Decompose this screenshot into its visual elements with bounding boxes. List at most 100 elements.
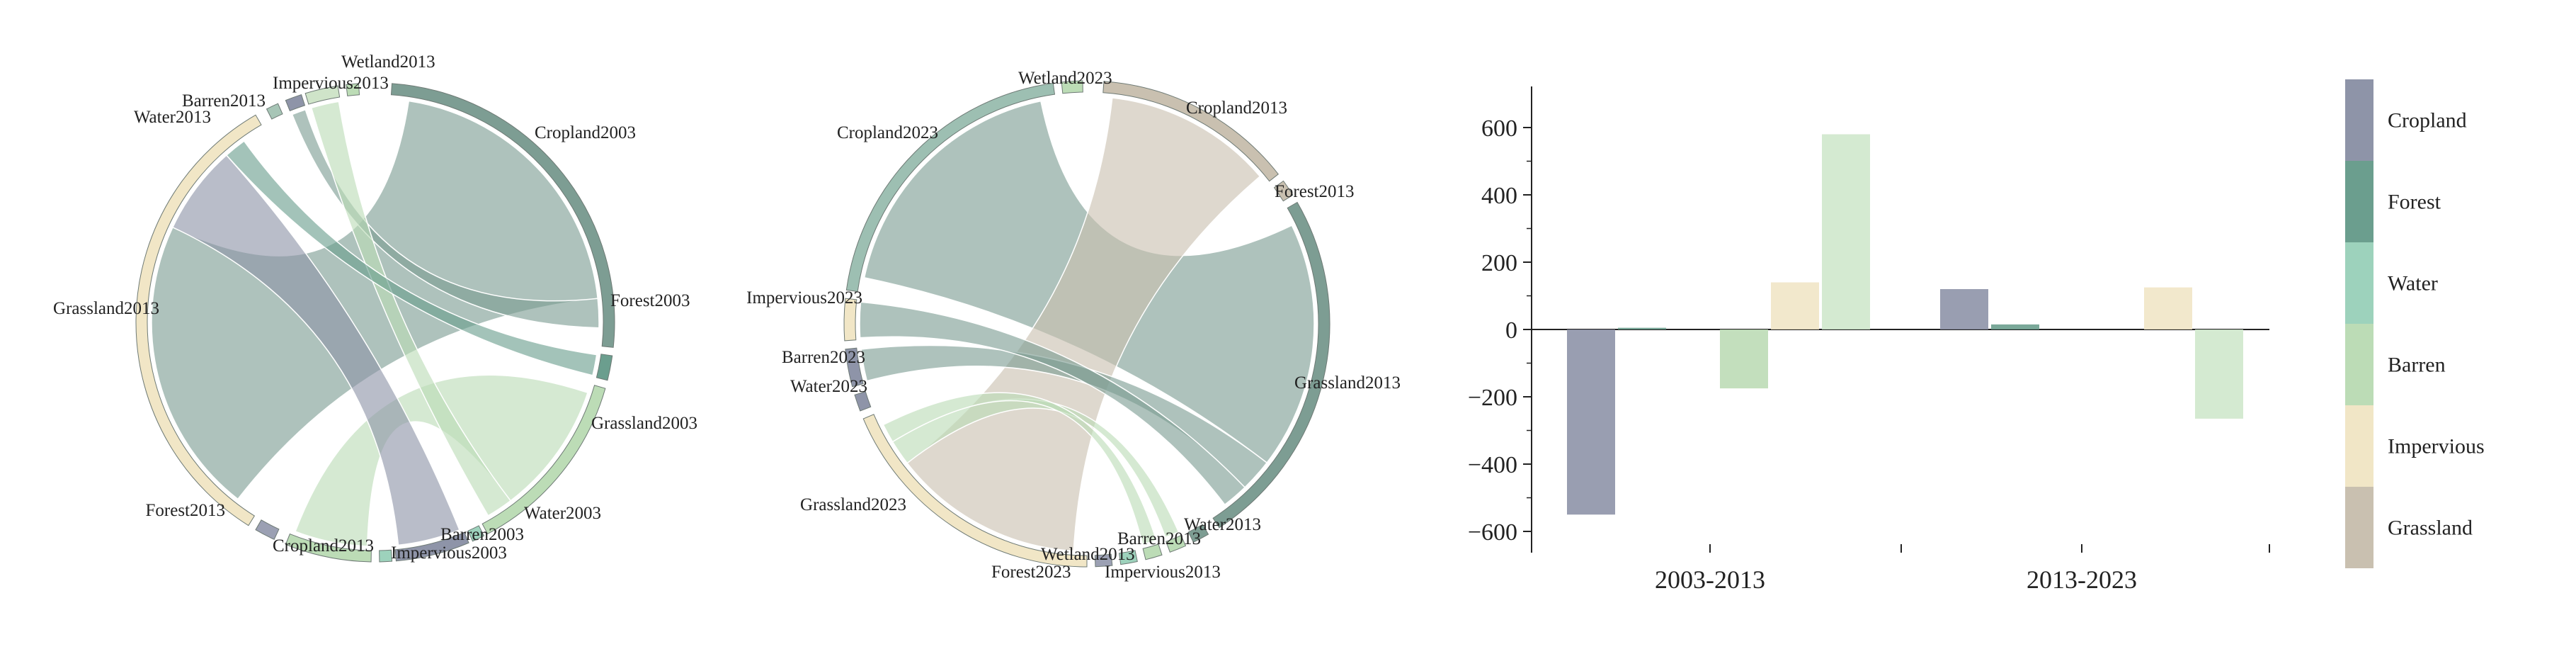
chord-label-grassland2023: Grassland2023 (800, 495, 906, 514)
chord-label-barren2003: Barren2003 (440, 525, 524, 544)
bar-chart-categories: 2003-2013 2013-2023 (1655, 565, 2137, 594)
bar-forest-2013-2023 (1991, 324, 2039, 329)
chord-arc-cropland2023 (845, 82, 1056, 293)
chord-arc-impervious2013 (1142, 543, 1163, 560)
chord-label-cropland2023: Cropland2023 (837, 123, 938, 142)
chord-arc-cropland2013 (285, 533, 372, 563)
chord-arc-wetland2023 (1061, 80, 1083, 94)
chord-arc-grassland2023 (862, 414, 1088, 568)
bar-chart-change: −600 −400 −200 0 200 400 600 2003-2013 2013-20… (1468, 79, 2485, 594)
chord-arc-forest2023 (1094, 553, 1113, 568)
chord-label-forest2013: Forest2013 (1275, 182, 1355, 201)
chord-labels: Cropland2013 Forest2013 Grassland2013 Water… (746, 69, 1401, 582)
chord-arc-forest2013 (1273, 180, 1294, 202)
bar-cropland-2003-2013 (1567, 329, 1615, 515)
ribbon-barren2003-to-grassland2013 (171, 154, 460, 546)
chord-arc-water2023 (854, 390, 872, 412)
chord-label-barren2023: Barren2023 (782, 348, 865, 367)
ribbon-grassland2003-to-impervious2013 (310, 101, 512, 517)
legend-label-water: Water (2388, 272, 2438, 295)
bar-grassland-2003-2013 (1822, 134, 1870, 329)
chord-ribbons (151, 100, 600, 547)
ribbon-grassland2013-to-impervious2023 (859, 301, 1246, 506)
legend-swatch-forest (2345, 161, 2373, 242)
legend-swatch-barren (2345, 324, 2373, 405)
ribbon-forest2003-to-grassland2013 (225, 140, 598, 376)
chord-label-impervious2013: Impervious2013 (273, 74, 389, 93)
bar-forest-2003-2013 (1618, 327, 1666, 329)
chord-arc-forest2013 (255, 519, 280, 540)
chord-label-barren2013: Barren2013 (1117, 529, 1201, 548)
y-tick-label: 0 (1505, 317, 1517, 344)
chord-arc-impervious2023 (843, 298, 857, 342)
chord-arcs (843, 80, 1330, 568)
chord-arc-barren2013 (1166, 535, 1187, 553)
legend-label-grassland: Grassland (2388, 517, 2473, 540)
chord-label-water2023: Water2023 (790, 377, 867, 396)
chord-label-grassland2003: Grassland2003 (591, 414, 697, 433)
legend-label-barren: Barren (2388, 354, 2446, 377)
bar-impervious-2003-2013 (1771, 282, 1819, 329)
y-tick-label: −200 (1468, 385, 1517, 411)
chord-label-impervious2013: Impervious2013 (1105, 563, 1221, 582)
legend-swatch-cropland (2345, 79, 2373, 161)
legend-swatch-water (2345, 242, 2373, 324)
chord-arc-water2013 (1187, 524, 1209, 543)
ribbon-cropland2013-to-grassland2023 (906, 97, 1261, 552)
chord-label-water2003: Water2003 (524, 504, 601, 523)
chord-arc-grassland2013 (135, 114, 262, 526)
chord-arc-cropland2013 (1102, 81, 1279, 182)
chord-label-cropland2013: Cropland2013 (1186, 98, 1287, 118)
y-tick-label: 200 (1481, 250, 1517, 276)
chord-arc-grassland2013 (1212, 201, 1330, 529)
chord-arc-water2003 (467, 525, 485, 542)
bar-chart-legend: Cropland Forest Water Barren Impervious Grass… (2345, 79, 2485, 568)
ribbon-grassland2003-to-cropland2013 (295, 374, 588, 547)
chord-arc-water2013 (266, 103, 283, 120)
chord-label-impervious2023: Impervious2023 (746, 288, 862, 308)
chord-label-forest2003: Forest2003 (610, 291, 690, 310)
legend-label-forest: Forest (2388, 191, 2441, 214)
chord-label-water2013: Water2013 (1184, 515, 1261, 534)
chord-labels: Cropland2003 Forest2003 Grassland2003 Water… (53, 52, 697, 563)
chord-label-wetland2013: Wetland2013 (341, 52, 435, 72)
chord-label-barren2013: Barren2013 (182, 91, 266, 111)
bar-barren-2003-2013 (1720, 329, 1768, 389)
chord-label-cropland2003: Cropland2003 (535, 123, 636, 142)
ribbon-barren2013-to-grassland2023 (891, 398, 1180, 539)
chord-label-forest2023: Forest2023 (991, 563, 1071, 582)
y-tick-label: −600 (1468, 519, 1517, 546)
legend-label-impervious: Impervious (2388, 435, 2485, 458)
chord-arc-grassland2003 (481, 385, 606, 535)
chord-ribbons (859, 97, 1315, 552)
chord-label-cropland2013: Cropland2013 (273, 536, 374, 556)
chord-arcs (135, 83, 615, 563)
chord-arc-forest2003 (595, 354, 613, 381)
chord-diagram-2003-2013: Cropland2003 Forest2003 Grassland2003 Water… (53, 52, 697, 563)
legend-swatch-grassland (2345, 487, 2373, 568)
bar-cropland-2013-2023 (1940, 289, 1988, 329)
chord-label-wetland2023: Wetland2023 (1018, 69, 1112, 88)
legend-label-cropland: Cropland (2388, 109, 2467, 133)
chord-label-grassland2013: Grassland2013 (1294, 373, 1401, 393)
chord-label-grassland2013: Grassland2013 (53, 299, 159, 318)
bar-chart-bars (1567, 134, 2243, 515)
chord-arc-cropland2003 (390, 83, 615, 348)
chord-diagram-2013-2023: Cropland2013 Forest2013 Grassland2013 Water… (746, 69, 1401, 582)
chord-arc-wetland2013 (1118, 550, 1138, 565)
chord-arc-barren2003 (394, 531, 469, 562)
category-label-2003-2013: 2003-2013 (1655, 565, 1765, 594)
y-tick-label: −400 (1468, 452, 1517, 478)
chord-arc-barren2013 (285, 94, 306, 112)
chord-arc-wetland2013 (346, 83, 360, 96)
chord-label-water2013: Water2013 (134, 108, 211, 127)
chord-label-forest2013: Forest2013 (146, 501, 226, 520)
chord-label-wetland2013: Wetland2013 (1041, 545, 1135, 564)
chord-label-impervious2003: Impervious2003 (391, 543, 507, 563)
legend-swatch-impervious (2345, 405, 2373, 487)
chord-arc-impervious2013 (304, 85, 341, 105)
bar-grassland-2013-2023 (2195, 329, 2243, 419)
chord-arc-barren2023 (845, 347, 864, 388)
ribbon-impervious2013-to-grassland2023 (882, 392, 1158, 546)
